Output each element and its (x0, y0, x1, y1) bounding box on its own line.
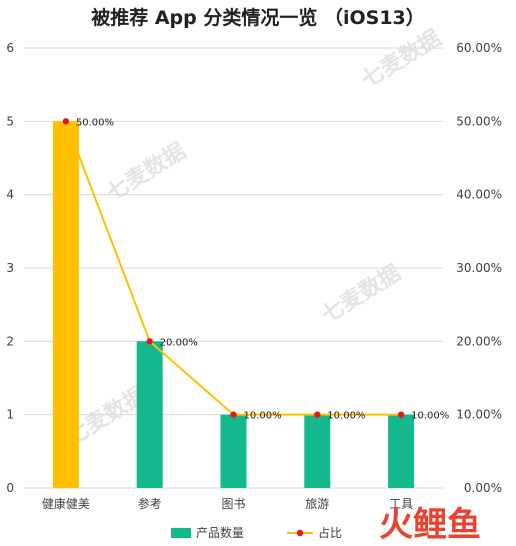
y2-tick-label: 0.00% (464, 481, 502, 495)
y-tick-label: 5 (6, 114, 14, 128)
data-label: 10.00% (327, 411, 365, 422)
line-point (397, 411, 405, 418)
bar (388, 414, 415, 488)
legend-swatch-bar (171, 528, 191, 538)
watermark: 七麦数据 (102, 138, 190, 207)
bar (52, 121, 79, 488)
y-tick-label: 0 (6, 481, 14, 495)
chart-title: 被推荐 App 分类情况一览 （iOS13） (91, 6, 425, 29)
bar (304, 414, 331, 488)
y2-tick-label: 60.00% (456, 41, 502, 55)
legend-label: 产品数量 (196, 525, 244, 540)
legend-swatch-point (296, 529, 304, 537)
y2-tick-label: 50.00% (456, 114, 502, 128)
watermark: 七麦数据 (357, 25, 445, 94)
y-tick-label: 4 (6, 188, 14, 202)
line-point (230, 411, 237, 418)
y-tick-label: 1 (6, 408, 14, 422)
brand-logo: 火鲤鱼 (379, 505, 481, 545)
data-label: 10.00% (411, 411, 449, 422)
data-label: 20.00% (160, 337, 198, 348)
watermark: 七麦数据 (317, 260, 405, 329)
x-tick-label: 图书 (221, 497, 245, 511)
x-tick-label: 参考 (138, 496, 162, 511)
y2-tick-label: 20.00% (456, 334, 502, 348)
y-tick-label: 6 (6, 41, 14, 55)
x-tick-label: 工具 (389, 497, 413, 511)
y2-tick-label: 40.00% (456, 188, 502, 202)
legend-label: 占比 (318, 525, 342, 540)
data-label: 50.00% (76, 117, 114, 128)
y-tick-label: 3 (6, 261, 14, 275)
y-tick-label: 2 (6, 334, 14, 348)
line-point (62, 118, 70, 125)
line-point (146, 338, 153, 345)
x-tick-label: 旅游 (305, 497, 329, 511)
y2-tick-label: 10.00% (456, 408, 502, 422)
data-label: 10.00% (244, 411, 282, 422)
x-tick-label: 健康健美 (42, 496, 90, 511)
bar (136, 341, 163, 488)
bar (220, 414, 247, 488)
line-point (314, 411, 321, 418)
y2-tick-label: 30.00% (456, 261, 502, 275)
